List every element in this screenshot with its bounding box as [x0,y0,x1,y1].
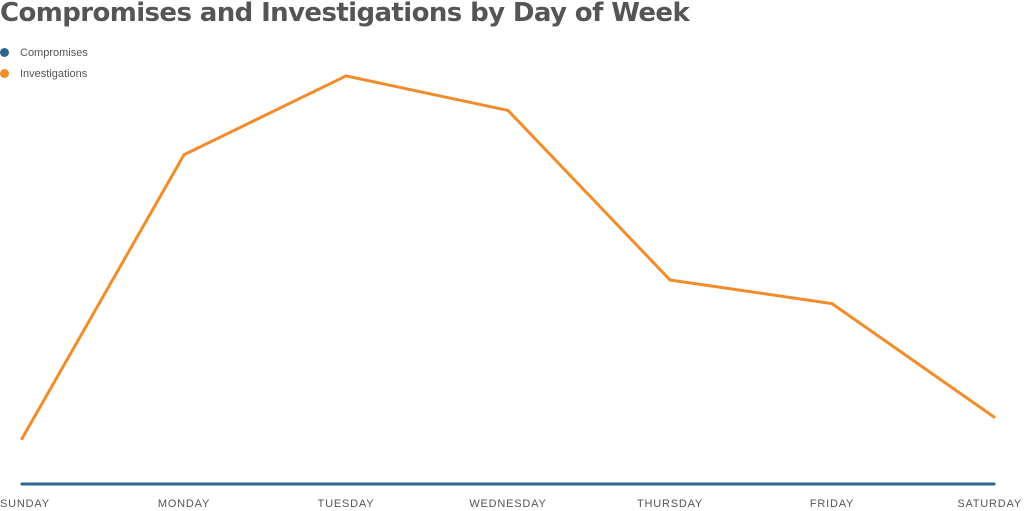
x-tick-label-monday: MONDAY [158,498,210,510]
legend-marker-compromises [0,48,9,57]
data-point-compromises-thursday[interactable] [668,482,672,486]
data-point-investigations-wednesday[interactable] [506,108,510,112]
x-tick-label-friday: FRIDAY [810,498,854,510]
data-point-investigations-thursday[interactable] [668,278,672,282]
data-point-investigations-monday[interactable] [182,153,186,157]
legend-label-investigations: Investigations [20,67,88,80]
data-point-investigations-sunday[interactable] [20,437,24,441]
data-point-compromises-saturday[interactable] [992,482,996,486]
legend-marker-investigations [0,69,9,78]
x-tick-label-thursday: THURSDAY [637,498,703,510]
data-point-compromises-wednesday[interactable] [506,482,510,486]
x-tick-label-wednesday: WEDNESDAY [469,498,546,510]
series-line-investigations[interactable] [20,74,996,441]
legend-label-compromises: Compromises [20,46,88,59]
x-tick-label-sunday: SUNDAY [0,498,50,510]
data-point-investigations-friday[interactable] [830,302,834,306]
legend-item-investigations[interactable]: Investigations [0,63,88,84]
data-point-compromises-monday[interactable] [182,482,186,486]
data-point-compromises-sunday[interactable] [20,482,24,486]
chart-title: Compromises and Investigations by Day of… [0,0,690,28]
legend-item-compromises[interactable]: Compromises [0,42,88,63]
data-point-investigations-tuesday[interactable] [344,74,348,78]
data-point-compromises-tuesday[interactable] [344,482,348,486]
legend: Compromises Investigations [0,42,88,84]
data-point-investigations-saturday[interactable] [992,415,996,419]
x-tick-label-saturday: SATURDAY [957,498,1022,510]
x-tick-label-tuesday: TUESDAY [318,498,375,510]
data-point-compromises-friday[interactable] [830,482,834,486]
